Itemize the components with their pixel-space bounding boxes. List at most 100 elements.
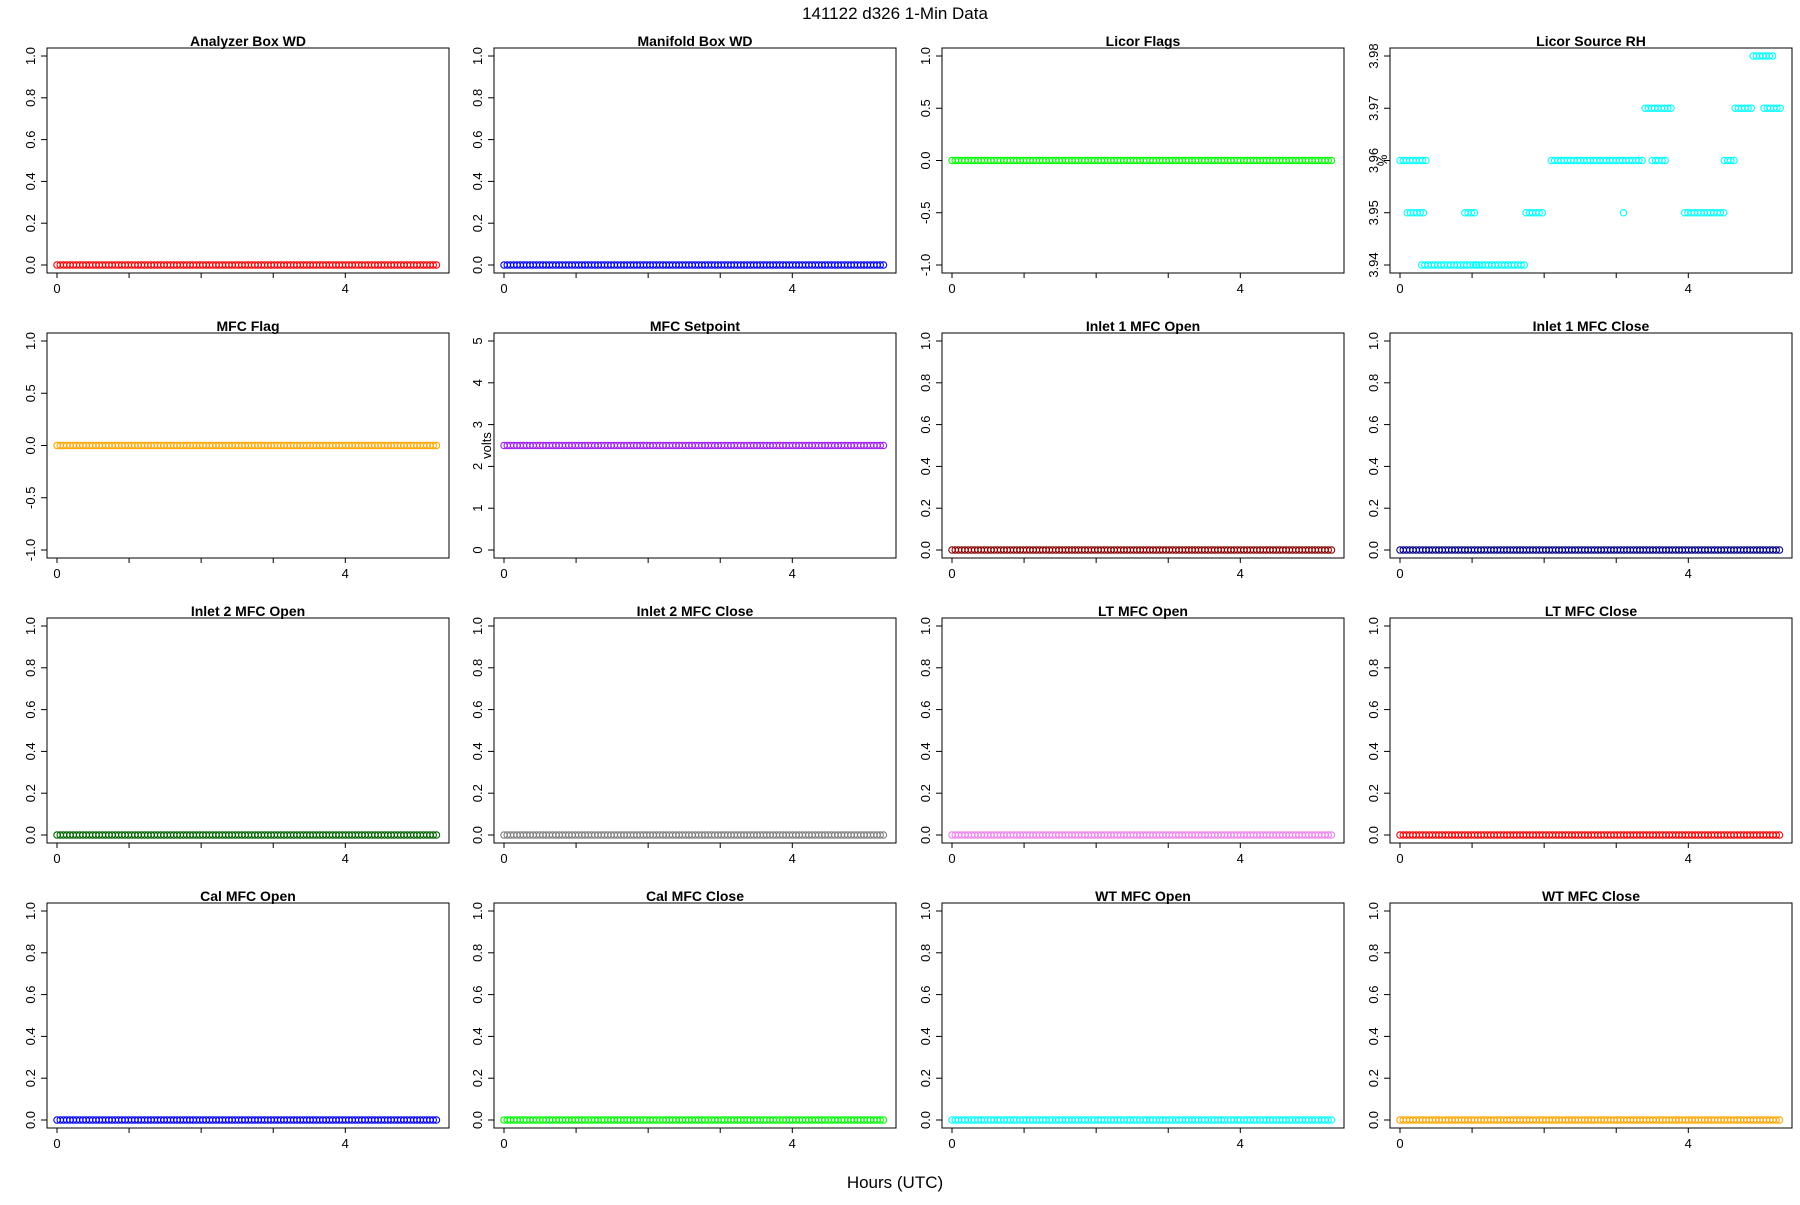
panel-2: Manifold Box WD 0.0 0.2 0.4 0.6 0.8 1.0 0 4 <box>470 33 897 296</box>
x-tick-label: 4 <box>789 851 796 866</box>
panel-3: Licor Flags -1.0 -0.5 0.0 0.5 1.0 0 4 <box>918 33 1345 296</box>
data-points <box>500 1116 888 1124</box>
y-tick-label: 0.0 <box>23 826 38 844</box>
y-tick-label: 0.0 <box>1366 1111 1381 1129</box>
x-tick-label: 4 <box>1685 1136 1692 1151</box>
panel-title: Cal MFC Open <box>200 888 296 904</box>
y-tick-label: 0.2 <box>23 784 38 802</box>
data-point <box>432 1116 441 1124</box>
y-tick-label: 0.0 <box>470 826 485 844</box>
panel-title: LT MFC Open <box>1098 603 1188 619</box>
x-tick-label: 4 <box>789 1136 796 1151</box>
data-point <box>429 441 437 450</box>
x-tick-label: 0 <box>53 281 60 296</box>
data-point <box>1747 104 1756 113</box>
x-tick-label: 0 <box>948 566 955 581</box>
x-tick-label: 0 <box>500 851 507 866</box>
y-tick-label: 0.2 <box>918 499 933 517</box>
y-tick-label: 0.0 <box>1366 826 1381 844</box>
data-points <box>53 441 441 450</box>
y-tick-label: 0.6 <box>470 701 485 719</box>
panel-frame <box>46 617 450 844</box>
panel-frame <box>46 902 450 1129</box>
data-point <box>1538 209 1547 217</box>
panel-15: WT MFC Open 0.0 0.2 0.4 0.6 0.8 1.0 0 4 <box>918 888 1345 1151</box>
figure-title: 141122 d326 1-Min Data <box>802 4 988 23</box>
y-tick-label: 0.6 <box>918 701 933 719</box>
data-point <box>1324 1116 1332 1124</box>
y-tick-label: 0.8 <box>470 659 485 677</box>
data-points <box>53 261 441 269</box>
panel-title: MFC Setpoint <box>650 318 741 334</box>
data-point <box>1327 156 1336 165</box>
data-point <box>429 261 437 269</box>
y-tick-label: 0.8 <box>1366 944 1381 962</box>
data-point <box>1772 831 1780 839</box>
x-tick-label: 0 <box>948 281 955 296</box>
panel-title: WT MFC Close <box>1542 888 1640 904</box>
y-tick-label: -1.0 <box>918 254 933 276</box>
y-tick-label: 0.4 <box>918 457 933 475</box>
y-tick-label: 0.2 <box>470 784 485 802</box>
data-point <box>1773 104 1781 113</box>
y-tick-label: 0.6 <box>918 986 933 1004</box>
data-point <box>1658 156 1666 165</box>
y-tick-label: 0.2 <box>470 214 485 232</box>
x-tick-label: 0 <box>53 851 60 866</box>
panel-title: Manifold Box WD <box>637 33 752 49</box>
panel-frame <box>941 617 1345 844</box>
y-tick-label: 0.0 <box>470 1111 485 1129</box>
y-tick-label: -1.0 <box>23 539 38 561</box>
figure-x-axis-label: Hours (UTC) <box>847 1173 943 1192</box>
y-tick-label: 0.2 <box>918 1069 933 1087</box>
data-point <box>1619 209 1628 217</box>
x-tick-label: 4 <box>1685 566 1692 581</box>
y-tick-label: 5 <box>470 337 485 344</box>
y-tick-label: 0.6 <box>23 701 38 719</box>
panel-title: Licor Flags <box>1106 33 1181 49</box>
y-tick-label: 0.5 <box>23 384 38 402</box>
y-tick-label: 0.0 <box>918 541 933 559</box>
y-axis-label: % <box>1375 154 1390 166</box>
data-point <box>1775 546 1784 554</box>
data-point <box>879 261 888 269</box>
x-tick-label: 4 <box>789 281 796 296</box>
y-tick-label: 0.4 <box>23 172 38 190</box>
panel-frame <box>1389 332 1793 559</box>
y-tick-label: 4 <box>470 379 485 386</box>
y-tick-label: 1.0 <box>23 902 38 920</box>
y-tick-label: 0.0 <box>23 256 38 274</box>
y-tick-label: 3.98 <box>1366 43 1381 68</box>
panel-title: LT MFC Close <box>1545 603 1638 619</box>
panel-14: Cal MFC Close 0.0 0.2 0.4 0.6 0.8 1.0 0 4 <box>470 888 897 1151</box>
y-tick-label: 1.0 <box>918 47 933 65</box>
y-tick-label: 0.6 <box>23 131 38 149</box>
y-tick-label: 1.0 <box>918 332 933 350</box>
x-tick-label: 0 <box>53 1136 60 1151</box>
y-tick-label: 1.0 <box>1366 902 1381 920</box>
y-tick-label: 1.0 <box>918 617 933 635</box>
y-tick-label: 0.0 <box>470 256 485 274</box>
data-point <box>1419 209 1428 217</box>
y-tick-label: 0.8 <box>23 944 38 962</box>
x-tick-label: 0 <box>948 1136 955 1151</box>
y-tick-label: -0.5 <box>23 487 38 509</box>
data-point <box>1775 831 1784 839</box>
y-tick-label: 3.97 <box>1366 96 1381 121</box>
data-point <box>429 831 437 839</box>
panel-9: Inlet 2 MFC Open 0.0 0.2 0.4 0.6 0.8 1.0 0 4 <box>23 603 450 866</box>
y-tick-label: 0.4 <box>23 742 38 760</box>
panel-frame <box>1389 617 1793 844</box>
panel-frame <box>493 617 897 844</box>
data-point <box>1775 1116 1784 1124</box>
data-point <box>1664 104 1672 113</box>
y-tick-label: 0.8 <box>918 374 933 392</box>
y-tick-label: 1.0 <box>470 47 485 65</box>
panel-title: WT MFC Open <box>1095 888 1191 904</box>
y-tick-label: 3 <box>470 421 485 428</box>
x-tick-label: 0 <box>948 851 955 866</box>
data-points <box>500 831 888 839</box>
data-point <box>1727 156 1735 165</box>
